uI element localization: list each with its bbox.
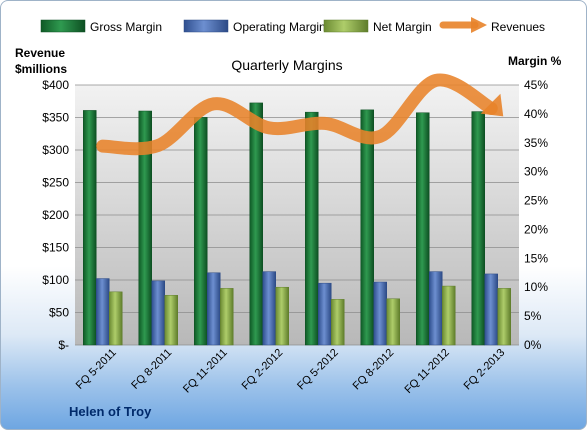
y-right-tick-label: 5%: [524, 309, 542, 323]
y-left-tick-label: $300: [42, 143, 69, 157]
bar-gross-margin: [471, 111, 485, 346]
bar-operating-margin: [96, 278, 110, 346]
revenue-line-path: [96, 73, 498, 156]
company-name: Helen of Troy: [69, 404, 152, 419]
bar-operating-margin: [151, 280, 165, 346]
y-right-tick-label: 45%: [524, 78, 548, 92]
y-left-tick-label: $50: [49, 306, 69, 320]
bar-operating-margin: [373, 281, 387, 346]
bar-net-margin: [220, 288, 234, 346]
bar-operating-margin: [318, 282, 332, 346]
y-right-tick-label: 20%: [524, 222, 548, 236]
bar-net-margin: [442, 285, 456, 346]
y-left-tick-label: $400: [42, 78, 69, 92]
y-left-tick-label: $250: [42, 176, 69, 190]
legend-label-net-margin: Net Margin: [373, 20, 432, 34]
category-labels: FQ 5-2011 FQ 8-2011 FQ 11-2011 FQ 2-2012 FQ …: [74, 347, 508, 396]
legend-label-operating-margin: Operating Margin: [233, 20, 326, 34]
bar-operating-margin: [207, 272, 221, 346]
y-left-tick-label: $-: [58, 338, 69, 352]
bars: [83, 102, 511, 346]
y-left-title-line1: Revenue: [15, 46, 65, 60]
y-right-tick-label: 40%: [524, 107, 548, 121]
y-right-tick-label: 25%: [524, 194, 548, 208]
bar-net-margin: [386, 298, 400, 346]
bar-net-margin: [497, 288, 511, 346]
legend-swatch-gross-margin: [40, 19, 86, 33]
bar-net-margin: [109, 291, 123, 346]
bar-net-margin: [331, 299, 345, 346]
y-right-tick-labels: 0% 5% 10% 15% 20% 25% 30% 35% 40% 45%: [524, 78, 548, 352]
y-left-tick-label: $150: [42, 241, 69, 255]
bar-net-margin: [275, 286, 289, 346]
category-label: FQ 11-2011: [181, 347, 230, 396]
y-left-tick-labels: $- $50 $100 $150 $200 $250 $300 $350 $400: [42, 78, 69, 352]
bar-gross-margin: [194, 117, 208, 346]
y-right-tick-label: 0%: [524, 338, 542, 352]
y-left-tick-label: $350: [42, 111, 69, 125]
bar-gross-margin: [83, 110, 97, 346]
bar-operating-margin: [429, 271, 443, 346]
bar-gross-margin: [249, 102, 263, 346]
category-label: FQ 5-2011: [74, 347, 119, 392]
category-label: FQ 5-2012: [295, 347, 341, 393]
category-label: FQ 11-2012: [402, 347, 451, 396]
bar-net-margin: [164, 295, 178, 346]
legend-label-revenues: Revenues: [491, 20, 545, 34]
bar-gross-margin: [305, 111, 319, 346]
bar-gross-margin: [416, 112, 430, 346]
y-left-tick-label: $200: [42, 208, 69, 222]
category-label: FQ 2-2012: [240, 347, 286, 393]
y-right-title: Margin %: [508, 54, 562, 68]
bar-gross-margin: [138, 110, 152, 346]
y-right-tick-label: 15%: [524, 251, 548, 265]
category-label: FQ 2-2013: [462, 347, 508, 393]
bar-operating-margin: [484, 273, 498, 346]
y-right-tick-label: 10%: [524, 280, 548, 294]
legend-swatch-revenues: [439, 17, 487, 33]
legend-label-gross-margin: Gross Margin: [90, 20, 162, 34]
legend-swatch-net-margin: [323, 19, 369, 33]
bar-gross-margin: [360, 109, 374, 346]
legend-swatch-operating-margin: [183, 19, 229, 33]
category-label: FQ 8-2011: [129, 347, 174, 392]
legend: Gross Margin Operating Margin Net Margin…: [40, 17, 545, 34]
category-label: FQ 8-2012: [351, 347, 397, 393]
revenue-line: [96, 73, 504, 156]
revenue-line-arrowhead: [480, 93, 504, 117]
y-left-title-line2: $millions: [15, 62, 67, 76]
y-left-tick-label: $100: [42, 273, 69, 287]
bar-operating-margin: [262, 271, 276, 346]
y-right-tick-label: 35%: [524, 136, 548, 150]
y-right-tick-label: 30%: [524, 165, 548, 179]
chart-title: Quarterly Margins: [231, 57, 342, 73]
